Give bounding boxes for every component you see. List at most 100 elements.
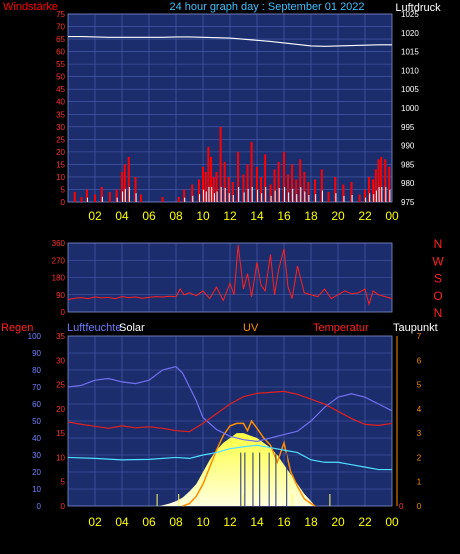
wind-bar [207,146,210,202]
panel3-y2tick-label: 35 [56,332,65,341]
panel1-xtick-label: 22 [358,209,372,223]
chart-title: 24 hour graph day : September 01 2022 [169,1,364,13]
panel1-ytick-label: 50 [56,73,65,82]
wind-bar [283,151,285,202]
wind-bar [380,156,383,202]
panel3-y2tick-label: 30 [56,356,65,365]
wind-bar [183,189,186,202]
panel1-y2tick-label: 1010 [401,66,419,75]
panel1-y2tick-label: 1025 [401,10,419,19]
wind-bar [327,191,330,202]
wind-bar [320,169,323,202]
panel3-ytick-label: 100 [28,332,42,341]
panel3-ytick-label: 60 [32,400,41,409]
panel1-ytick-label: 45 [56,85,65,94]
panel3-ytick-label: 20 [32,468,41,477]
wind-bar [368,176,371,202]
wind-bar [202,166,204,202]
panel3-y2tick-label: 25 [56,381,65,390]
panel1-y2tick-label: 995 [401,123,415,132]
panel1-frame [67,13,393,203]
panel2-compass-label: N [434,306,443,320]
dewpoint-line [67,444,392,471]
wind-bar [197,179,200,202]
wind-bar [260,176,263,202]
panel3-xtick-label: 12 [223,515,237,529]
panel2-ytick-label: 0 [61,308,66,317]
wind-bar [287,174,290,202]
panel1-ytick-label: 30 [56,123,65,132]
panel1-xtick-label: 12 [223,209,237,223]
panel1-y2tick-label: 975 [401,198,415,207]
wind-bar [191,184,194,202]
panel1-xtick-label: 04 [115,209,129,223]
pressure-line [68,35,392,47]
wind-bar [94,194,96,202]
wind-bar [108,191,111,202]
temperatur-label: Temperatur [313,322,369,334]
panel3-xtick-label: 00 [385,515,399,529]
wind-bar [80,196,83,202]
wind-bar [342,184,345,202]
wind-bar [210,156,213,202]
panel1-ytick-label: 65 [56,35,65,44]
wind-bar [364,189,366,202]
panel1-y2tick-label: 1000 [401,104,419,113]
wind-bar [242,174,245,202]
panel1-y2tick-label: 980 [401,179,415,188]
panel3-xtick-label: 16 [277,515,291,529]
panel3-y2tick-label: 20 [56,405,65,414]
panel2-ytick-label: 360 [52,239,66,248]
panel2-ytick-label: 180 [52,274,66,283]
panel3-y4tick-label: 0 [399,502,404,511]
wind-bar [299,159,302,202]
panel1-xtick-label: 08 [169,209,183,223]
uv-line [182,419,316,507]
wind-bar [372,179,375,202]
panel3-ytick-label: 40 [32,434,41,443]
panel3-y3tick-label: 1 [417,478,422,487]
wind-bar [212,176,215,202]
panel3-y3tick-label: 4 [417,405,422,414]
panel2-compass-label: O [433,289,442,303]
wind-bar [314,179,317,202]
panel3-xtick-label: 10 [196,515,210,529]
panel1-y2tick-label: 1005 [401,85,419,94]
wind-bar [237,151,240,202]
wind-bar [215,171,218,202]
windstaerke-label: Windstärke [3,1,58,13]
panel1-ytick-label: 25 [56,135,65,144]
panel3-y2tick-label: 10 [56,453,65,462]
panel3-ytick-label: 70 [32,383,41,392]
panel3-ytick-label: 0 [37,502,42,511]
panel1-ytick-label: 20 [56,148,65,157]
panel3-y2tick-label: 0 [61,502,66,511]
wind-bar [350,181,353,202]
panel2-compass-label: W [432,254,444,268]
panel2-ytick-label: 90 [56,291,65,300]
panel3-y2tick-label: 5 [61,478,66,487]
panel1-xtick-label: 16 [277,209,291,223]
wind-bar [177,196,180,202]
wind-bar [374,169,377,202]
panel2-frame [67,242,393,313]
panel2-compass-label: N [434,237,443,251]
wind-direction-line [67,244,393,307]
panel1-ytick-label: 75 [56,10,65,19]
wind-bar [269,184,272,202]
panel1-y2tick-label: 985 [401,160,415,169]
panel3-xtick-label: 02 [88,515,102,529]
uv-label: UV [243,322,259,334]
humidity-line [67,365,393,443]
panel3-ytick-label: 30 [32,451,41,460]
panel3-y3tick-label: 5 [417,381,422,390]
panel1-ytick-label: 60 [56,48,65,57]
panel2-ytick-label: 270 [52,256,66,265]
panel1-ytick-label: 0 [61,198,66,207]
wind-bar [161,196,164,202]
panel1-ytick-label: 15 [56,160,65,169]
panel3-ytick-label: 80 [32,366,41,375]
panel3-y3tick-label: 6 [417,356,422,365]
panel1-y2tick-label: 1015 [401,48,419,57]
panel1-xtick-label: 10 [196,209,210,223]
